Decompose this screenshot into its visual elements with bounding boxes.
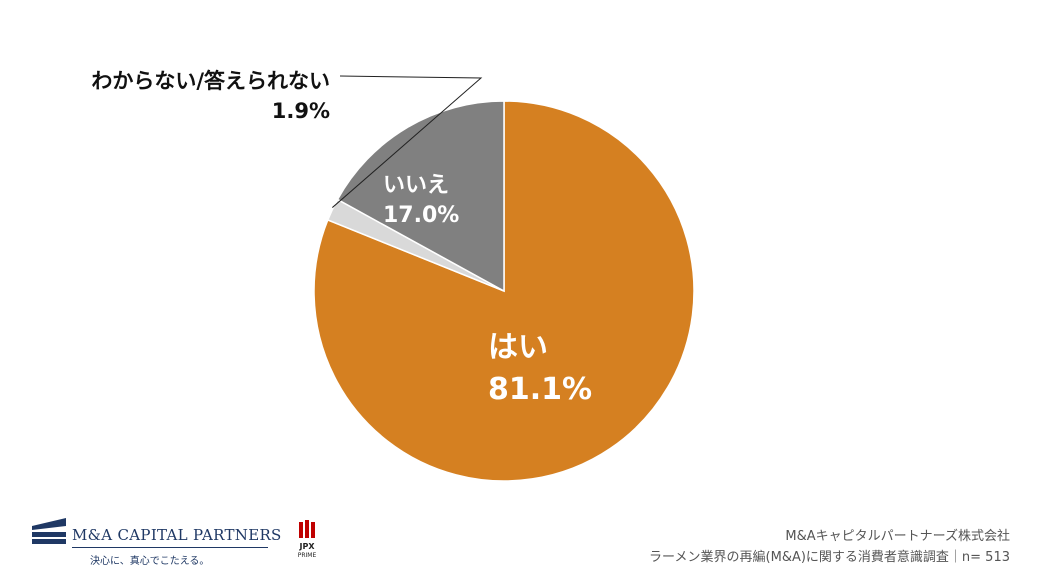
jpx-subtitle: PRIME (297, 552, 317, 559)
pie-slice-no (336, 100, 505, 293)
company-logo-mark (32, 518, 66, 544)
jpx-logo-icon (299, 520, 315, 538)
footer-survey: ラーメン業界の再編(M&A)に関する消費者意識調査｜n= 513 (649, 550, 1010, 565)
leader-line-segment (332, 75, 483, 208)
slice-label-unknown: わからない/答えられない (91, 69, 330, 93)
slice-value-yes: 81.1% (488, 372, 592, 407)
slice-value-no: 17.0% (383, 203, 459, 228)
jpx-prime-logo: JPX PRIME (287, 518, 327, 566)
jpx-name: JPX (299, 542, 315, 551)
logo-divider (72, 547, 268, 548)
slice-label-no: いいえ (383, 173, 449, 198)
company-logo-text: M&A CAPITAL PARTNERS (72, 526, 282, 544)
footer-company: M&Aキャピタルパートナーズ株式会社 (785, 529, 1010, 544)
company-tagline: 決心に、真心でこたえる。 (90, 556, 210, 567)
footer-source: M&Aキャピタルパートナーズ株式会社 ラーメン業界の再編(M&A)に関する消費者… (649, 526, 1010, 568)
company-logo: M&A CAPITAL PARTNERS 決心に、真心でこたえる。 (32, 512, 281, 572)
slice-value-unknown: 1.9% (272, 99, 330, 123)
slice-label-yes: はい (488, 330, 548, 365)
